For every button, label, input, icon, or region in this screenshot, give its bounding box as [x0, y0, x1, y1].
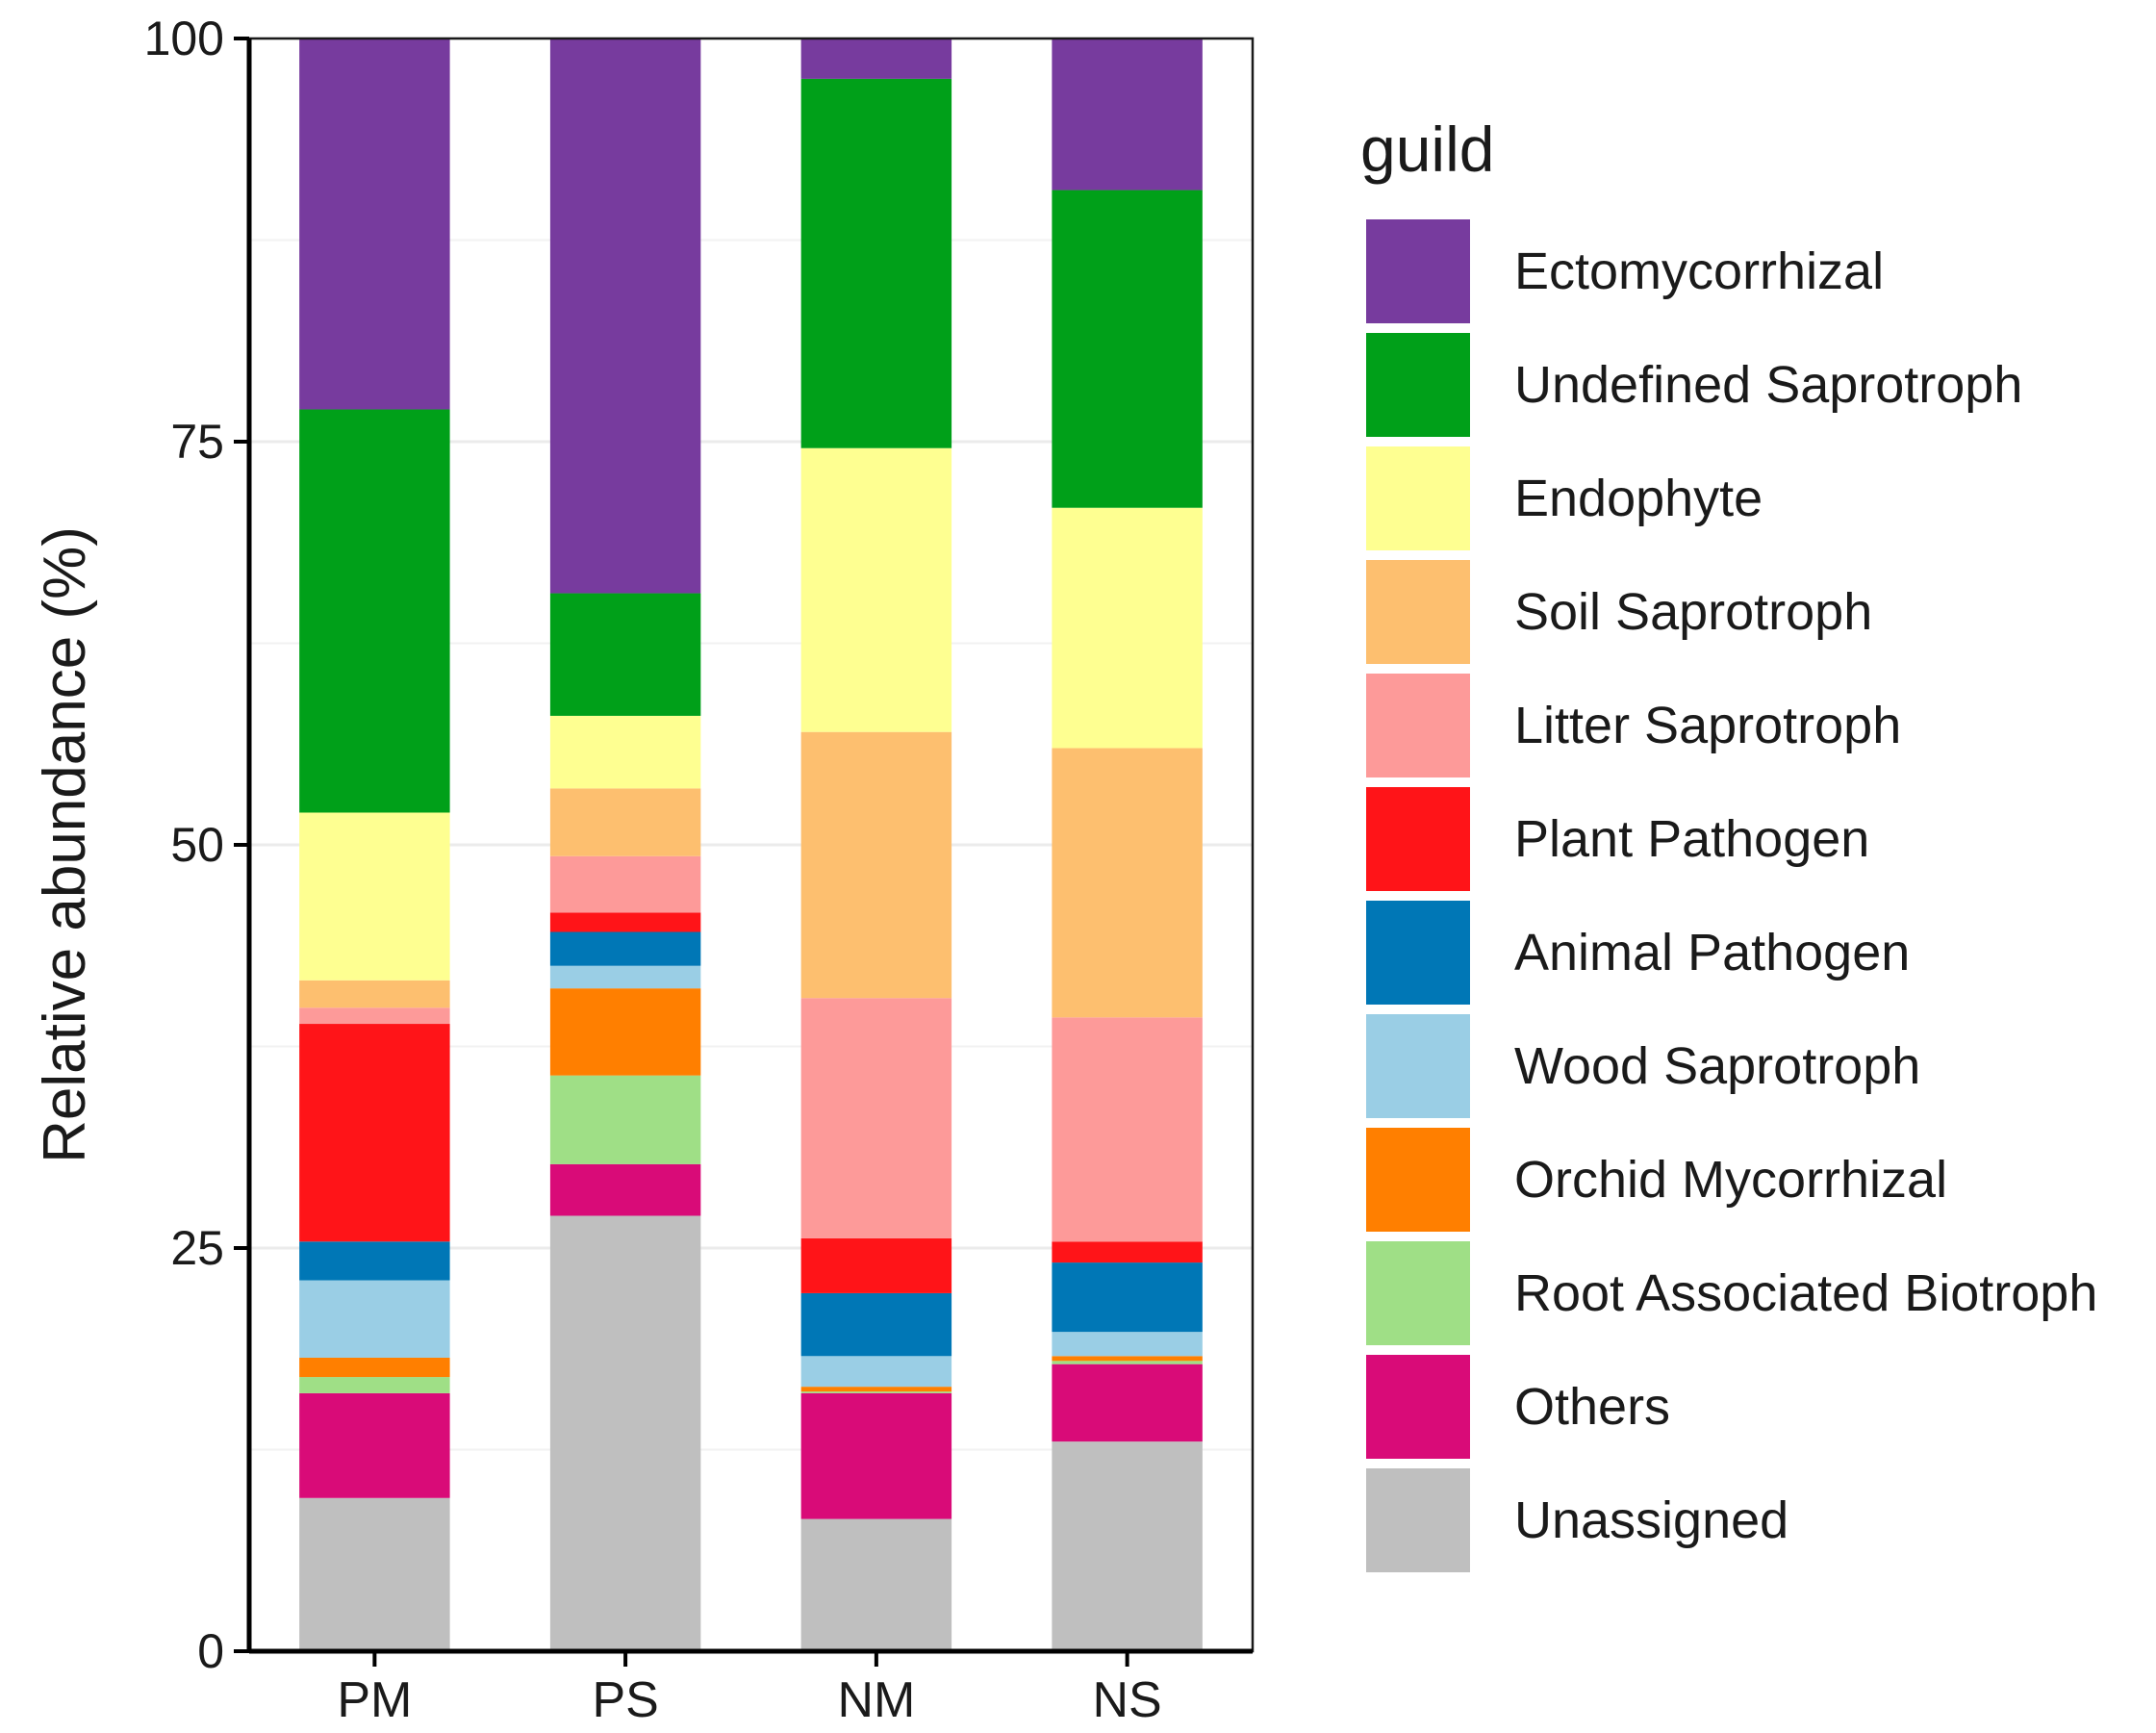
legend-label-wood-saprotroph: Wood Saprotroph [1514, 1037, 1920, 1095]
y-tick-label: 25 [170, 1221, 224, 1275]
legend: guild Ectomycorrhizal Undefined Saprotroph… [1360, 114, 2097, 1572]
bar-nm-root-associated-biotroph [800, 1391, 952, 1393]
y-tick-label: 50 [170, 818, 224, 872]
bar-pm-ectomycorrhizal [299, 38, 450, 410]
legend-label-animal-pathogen: Animal Pathogen [1514, 924, 1910, 981]
bar-pm-wood-saprotroph [299, 1280, 450, 1358]
bar-ps-undefined-saprotroph [549, 593, 701, 716]
bar-ps-others [549, 1163, 701, 1216]
bar-ps-plant-pathogen [549, 912, 701, 932]
legend-label-unassigned: Unassigned [1514, 1491, 1788, 1549]
y-tick-label: 100 [144, 12, 224, 65]
legend-label-plant-pathogen: Plant Pathogen [1514, 810, 1869, 868]
bar-ps-animal-pathogen [549, 931, 701, 966]
bar-pm-root-associated-biotroph [299, 1377, 450, 1393]
bar-nm-unassigned [800, 1518, 952, 1651]
bar-nm-soil-saprotroph [800, 731, 952, 999]
bar-pm-others [299, 1392, 450, 1498]
legend-key-plant-pathogen [1366, 787, 1470, 891]
bar-pm-animal-pathogen [299, 1241, 450, 1281]
bar-ns-orchid-mycorrhizal [1052, 1356, 1203, 1362]
legend-key-orchid-mycorrhizal [1366, 1128, 1470, 1232]
axes-layer: 0 25 50 75 100 PM PS NM NS Relative abundance (%) [32, 12, 1255, 1728]
y-tick-label: 0 [197, 1624, 224, 1678]
bar-ps-orchid-mycorrhizal [549, 988, 701, 1076]
legend-key-wood-saprotroph [1366, 1014, 1470, 1118]
x-tick-label-nm: NM [837, 1672, 915, 1728]
legend-label-ectomycorrhizal: Ectomycorrhizal [1514, 242, 1884, 300]
x-tick-label-ns: NS [1093, 1672, 1162, 1728]
bar-nm-wood-saprotroph [800, 1356, 952, 1388]
bar-ns-animal-pathogen [1052, 1262, 1203, 1333]
bar-nm-animal-pathogen [800, 1292, 952, 1357]
bar-ns-plant-pathogen [1052, 1241, 1203, 1263]
legend-label-endophyte: Endophyte [1514, 470, 1763, 527]
bar-pm-orchid-mycorrhizal [299, 1357, 450, 1378]
legend-label-undefined-saprotroph: Undefined Saprotroph [1514, 356, 2022, 414]
bar-nm-others [800, 1392, 952, 1519]
x-tick-label-pm: PM [337, 1672, 412, 1728]
legend-label-litter-saprotroph: Litter Saprotroph [1514, 697, 1901, 754]
bar-ns-endophyte [1052, 507, 1203, 749]
bar-nm-litter-saprotroph [800, 998, 952, 1238]
bar-ps-litter-saprotroph [549, 855, 701, 913]
bars-layer [299, 38, 1203, 1651]
legend-label-soil-saprotroph: Soil Saprotroph [1514, 583, 1872, 641]
bar-pm-endophyte [299, 812, 450, 981]
bar-ps-wood-saprotroph [549, 965, 701, 989]
bar-nm-endophyte [800, 447, 952, 732]
legend-key-unassigned [1366, 1468, 1470, 1572]
legend-label-root-associated-biotroph: Root Associated Biotroph [1514, 1264, 2097, 1322]
legend-key-litter-saprotroph [1366, 674, 1470, 777]
bar-ps-endophyte [549, 715, 701, 789]
bar-ns-litter-saprotroph [1052, 1017, 1203, 1242]
bar-pm-litter-saprotroph [299, 1007, 450, 1025]
legend-key-undefined-saprotroph [1366, 333, 1470, 437]
bar-nm-orchid-mycorrhizal [800, 1387, 952, 1392]
y-tick-label: 75 [170, 415, 224, 469]
legend-key-endophyte [1366, 446, 1470, 550]
bar-ps-soil-saprotroph [549, 788, 701, 856]
bar-nm-undefined-saprotroph [800, 78, 952, 448]
legend-key-soil-saprotroph [1366, 560, 1470, 664]
bar-ps-ectomycorrhizal [549, 38, 701, 594]
bar-pm-unassigned [299, 1497, 450, 1651]
bar-ns-soil-saprotroph [1052, 748, 1203, 1018]
bar-ns-undefined-saprotroph [1052, 190, 1203, 508]
legend-key-others [1366, 1355, 1470, 1459]
legend-key-ectomycorrhizal [1366, 219, 1470, 323]
bar-ns-root-associated-biotroph [1052, 1361, 1203, 1364]
bar-nm-ectomycorrhizal [800, 38, 952, 79]
bar-pm-soil-saprotroph [299, 980, 450, 1008]
bar-ps-unassigned [549, 1215, 701, 1651]
legend-label-others: Others [1514, 1378, 1670, 1436]
legend-key-animal-pathogen [1366, 901, 1470, 1005]
bar-ns-wood-saprotroph [1052, 1332, 1203, 1357]
y-axis-title: Relative abundance (%) [32, 526, 98, 1163]
bar-ns-others [1052, 1363, 1203, 1442]
bar-nm-plant-pathogen [800, 1237, 952, 1293]
legend-label-orchid-mycorrhizal: Orchid Mycorrhizal [1514, 1151, 1947, 1209]
legend-title: guild [1360, 114, 1494, 185]
legend-key-root-associated-biotroph [1366, 1241, 1470, 1345]
bar-pm-plant-pathogen [299, 1024, 450, 1242]
bar-ps-root-associated-biotroph [549, 1075, 701, 1164]
x-tick-label-ps: PS [592, 1672, 658, 1728]
bar-ns-ectomycorrhizal [1052, 38, 1203, 191]
bar-pm-undefined-saprotroph [299, 409, 450, 813]
bar-ns-unassigned [1052, 1441, 1203, 1651]
